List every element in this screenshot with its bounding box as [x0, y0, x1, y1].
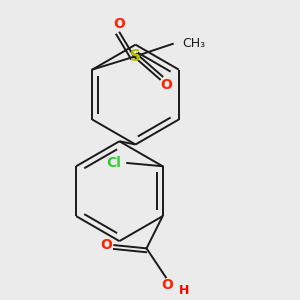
Text: H: H: [178, 284, 189, 297]
Text: S: S: [130, 49, 141, 64]
Text: O: O: [160, 78, 172, 92]
Text: Cl: Cl: [106, 156, 122, 170]
Text: O: O: [114, 16, 126, 31]
Text: CH₃: CH₃: [182, 37, 206, 50]
Text: O: O: [161, 278, 173, 292]
Text: O: O: [100, 238, 112, 252]
